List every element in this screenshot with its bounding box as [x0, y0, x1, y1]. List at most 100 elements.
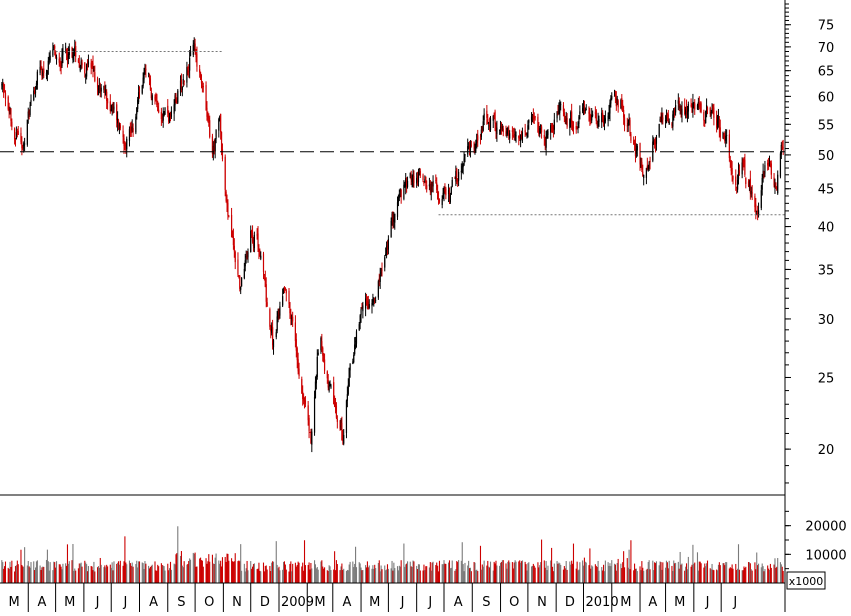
price-bar-body: [659, 119, 661, 122]
price-bar-body: [697, 101, 699, 108]
price-bar-body: [282, 290, 285, 293]
price-bar-body: [431, 182, 433, 185]
price-bar-body: [594, 112, 596, 114]
price-bar-body: [748, 181, 751, 187]
price-bar-body: [633, 142, 636, 146]
price-bar-body: [205, 85, 207, 111]
price-bar-body: [693, 102, 695, 104]
time-axis: M A M J J A S O N D 2009 M A M J J A S O N D 2010 M A M J J: [9, 583, 737, 612]
price-bar-body: [276, 316, 278, 331]
price-bar-body: [418, 172, 420, 176]
price-bar-body: [126, 138, 128, 150]
month-label: D: [260, 595, 270, 610]
price-bar-body: [272, 340, 275, 348]
price-bar-body: [156, 94, 158, 105]
price-bar-body: [403, 184, 405, 199]
price-bar-body: [85, 75, 87, 77]
month-label: M: [9, 595, 20, 610]
price-bar-body: [27, 111, 29, 119]
price-bar-body: [315, 375, 317, 384]
price-bar-body: [111, 105, 113, 111]
price-bar-body: [602, 112, 604, 119]
price-bar-body: [316, 356, 318, 377]
price-tick-label: 75: [818, 19, 835, 34]
price-bar-body: [387, 238, 389, 250]
price-bar-body: [444, 189, 446, 192]
price-bar-body: [362, 305, 364, 312]
price-bar-body: [67, 54, 69, 59]
price-bar-body: [137, 99, 139, 110]
price-bar-body: [550, 125, 553, 128]
price-bar-body: [664, 119, 667, 122]
price-bar-body: [65, 46, 67, 48]
price-bar-body: [10, 108, 12, 121]
price-tick-label: 55: [818, 118, 835, 133]
price-bar-body: [502, 128, 504, 133]
price-bar-body: [277, 312, 279, 319]
price-bar-body: [194, 43, 196, 51]
price-bar-body: [595, 110, 597, 121]
price-bar-body: [98, 85, 100, 87]
price-bar-body: [355, 331, 358, 344]
price-bar-body: [531, 114, 534, 116]
price-bar-body: [40, 65, 42, 68]
price-bar-body: [393, 219, 395, 222]
price-bar-body: [576, 126, 578, 129]
price-bar-body: [597, 120, 599, 127]
month-label: S: [482, 595, 490, 610]
price-bar-body: [314, 381, 317, 398]
price-bar-body: [157, 106, 159, 111]
price-bar-body: [73, 50, 75, 57]
price-bar-body: [256, 234, 258, 236]
price-bar-body: [228, 216, 230, 218]
price-bar-body: [372, 300, 374, 302]
price-bar-body: [530, 116, 533, 121]
price-bar-body: [430, 183, 432, 193]
price-bar-body: [488, 122, 490, 124]
price-bar-body: [9, 109, 11, 111]
price-bar-body: [373, 297, 375, 303]
price-bar-body: [601, 112, 603, 123]
price-bar-body: [575, 125, 577, 130]
price-bar-body: [48, 57, 50, 60]
price-bar-body: [468, 146, 470, 148]
price-bar-body: [164, 107, 166, 115]
price-bar-body: [232, 236, 235, 246]
price-bar-body: [645, 167, 648, 178]
price-bar-body: [579, 111, 581, 115]
price-bar-body: [141, 85, 143, 94]
price-bar-body: [334, 401, 336, 407]
price-bar-body: [110, 109, 112, 112]
price-bar-body: [562, 105, 565, 112]
price-bar-body: [136, 107, 138, 115]
price-bar-body: [713, 107, 715, 118]
price-bar-body: [756, 211, 758, 212]
price-bar-body: [288, 290, 290, 305]
price-bars: [1, 37, 784, 453]
price-bar-body: [750, 190, 752, 195]
price-bar-body: [201, 86, 204, 87]
price-bar-body: [550, 125, 552, 133]
price-bar-body: [189, 57, 191, 71]
price-bar-body: [726, 135, 728, 136]
price-bar-body: [598, 119, 600, 122]
price-bar-body: [233, 245, 235, 252]
price-bar-body: [426, 185, 428, 190]
price-bar-body: [294, 322, 297, 342]
price-bar-body: [282, 296, 284, 306]
price-bar-body: [39, 66, 41, 73]
price-bar-body: [539, 127, 541, 134]
price-bar-body: [648, 162, 650, 169]
price-bar-body: [238, 275, 240, 277]
price-bar-body: [543, 135, 545, 138]
price-bar-body: [211, 136, 214, 154]
price-bar-body: [377, 281, 379, 298]
price-bar-body: [34, 91, 37, 93]
price-bar-body: [380, 272, 382, 274]
price-bar-body: [289, 302, 291, 314]
price-bar-body: [109, 101, 111, 112]
price-bar-body: [7, 96, 9, 110]
price-bar-body: [673, 108, 675, 116]
price-bar-body: [230, 214, 233, 238]
price-bar-body: [132, 128, 134, 133]
